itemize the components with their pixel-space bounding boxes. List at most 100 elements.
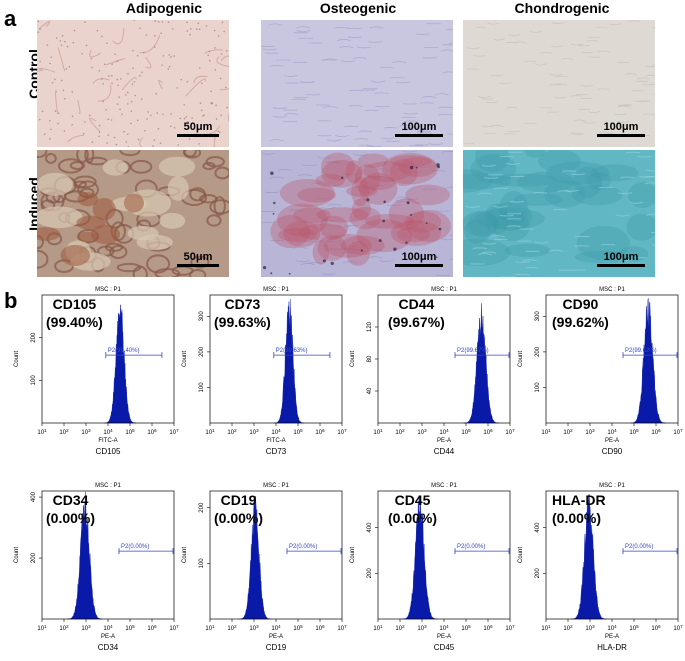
micrograph-chondro-induced: 100μm (463, 150, 655, 277)
histogram-plot: MSC : P1 200 400 Count 101 102 103 104 105 106 107… (350, 483, 515, 652)
histogram-cd19: MSC : P1 100 200 Count 101 102 103 104 105 106 107… (180, 483, 347, 658)
y-axis-label: Count (14, 547, 20, 563)
x-tick-label: 101 (205, 624, 215, 632)
x-tick-label: 105 (293, 428, 303, 436)
scale-bar-line (395, 264, 443, 267)
y-tick-label: 100 (31, 375, 37, 386)
x-tick-label: 102 (227, 624, 237, 632)
histogram-distribution (630, 298, 666, 424)
x-tick-label: 105 (125, 624, 135, 632)
x-tick-label: 105 (461, 624, 471, 632)
x-tick-label: 106 (483, 428, 493, 436)
x-tick-label: 107 (169, 624, 179, 632)
x-tick-label: 103 (417, 624, 427, 632)
channel-label: PE-A (101, 634, 115, 640)
x-tick-label: 105 (629, 624, 639, 632)
y-tick-label: 80 (367, 355, 373, 362)
histogram-hla-dr: MSC : P1 200 400 Count 101 102 103 104 105 106 107… (516, 483, 683, 658)
x-tick-label: 104 (271, 624, 281, 632)
channel-label: FITC-A (98, 438, 117, 444)
x-tick-label: 101 (541, 624, 551, 632)
y-tick-label: 200 (535, 346, 541, 357)
histogram-plot: MSC : P1 100 200 300 Count 101 102 103 104 105 106… (518, 287, 683, 456)
x-tick-label: 102 (227, 428, 237, 436)
scale-bar-label: 100μm (401, 121, 437, 133)
marker-name: CD19 (220, 492, 257, 508)
x-tick-label: 103 (249, 428, 259, 436)
scale-bar: 100μm (395, 251, 443, 267)
channel-label: PE-A (269, 634, 283, 640)
column-title-adipogenic: Adipogenic (125, 0, 203, 16)
micrograph-texture (37, 20, 229, 147)
histogram-plot: MSC : P1 100 200 Count 101 102 103 104 105 106 107… (182, 483, 347, 652)
marker-annotation: CD90 (99.62%) (552, 295, 609, 331)
y-tick-label: 400 (31, 491, 37, 502)
marker-annotation: CD73 (99.63%) (214, 295, 271, 331)
x-tick-label: 106 (315, 624, 325, 632)
gate-title: MSC : P1 (263, 287, 289, 293)
column-title-chondrogenic: Chondrogenic (514, 0, 610, 16)
y-tick-label: 200 (199, 346, 205, 357)
channel-label: PE-A (605, 634, 619, 640)
x-axis-marker-label: CD45 (434, 643, 455, 652)
histogram-distribution (571, 494, 607, 620)
micrograph-osteo-induced: 100μm (261, 150, 453, 277)
micrograph-chondro-control: 100μm (463, 20, 655, 147)
marker-annotation: CD105 (99.40%) (46, 295, 103, 331)
y-tick-label: 40 (367, 387, 373, 394)
x-tick-label: 101 (205, 428, 215, 436)
marker-percent: (99.62%) (552, 314, 609, 330)
marker-percent: (0.00%) (214, 510, 264, 526)
x-tick-label: 101 (541, 428, 551, 436)
x-tick-label: 104 (271, 428, 281, 436)
channel-label: PE-A (437, 438, 451, 444)
histogram-cd34: MSC : P1 200 400 Count 101 102 103 104 105 106 107… (12, 483, 179, 658)
gate-label: P2(0.00%) (121, 544, 149, 550)
x-tick-label: 102 (59, 624, 69, 632)
gate-title: MSC : P1 (599, 287, 625, 293)
marker-name: CD105 (52, 296, 97, 312)
channel-label: PE-A (605, 438, 619, 444)
scale-bar-label: 100μm (603, 121, 639, 133)
x-tick-label: 104 (439, 624, 449, 632)
y-axis-label: Count (518, 547, 524, 563)
x-tick-label: 102 (563, 428, 573, 436)
y-tick-label: 200 (535, 568, 541, 579)
gate-label: P2(0.00%) (625, 544, 653, 550)
x-tick-label: 107 (337, 624, 347, 632)
gate-label: P2(99.62%) (625, 348, 657, 354)
micrograph-adipo-induced: 50μm (37, 150, 229, 277)
x-axis-marker-label: CD105 (96, 447, 121, 456)
micrograph-texture (463, 150, 655, 277)
column-title-osteogenic: Osteogenic (319, 0, 397, 16)
y-tick-label: 100 (199, 558, 205, 569)
x-tick-label: 103 (81, 428, 91, 436)
gate-title: MSC : P1 (95, 483, 121, 489)
marker-percent: (0.00%) (388, 510, 438, 526)
x-tick-label: 102 (395, 624, 405, 632)
histogram-distribution (402, 495, 438, 620)
marker-name: CD73 (224, 296, 261, 312)
gate-label: P2(99.67%) (457, 348, 489, 354)
scale-bar-line (177, 134, 219, 137)
histogram-cd105: MSC : P1 100 200 Count 101 102 103 104 105 106 107… (12, 287, 179, 462)
x-tick-label: 105 (629, 428, 639, 436)
marker-annotation: HLA-DR (0.00%) (552, 491, 606, 527)
x-tick-label: 107 (505, 428, 515, 436)
scale-bar-label: 50μm (183, 251, 213, 263)
y-axis-label: Count (350, 351, 356, 367)
histogram-plot: MSC : P1 40 80 120 Count 101 102 103 104 105 106 10… (350, 287, 515, 456)
gate-title: MSC : P1 (431, 483, 457, 489)
marker-percent: (0.00%) (46, 510, 96, 526)
x-tick-label: 101 (37, 428, 47, 436)
x-tick-label: 106 (651, 624, 661, 632)
x-axis-marker-label: CD73 (266, 447, 287, 456)
y-tick-label: 100 (199, 382, 205, 393)
scale-bar: 50μm (177, 251, 219, 267)
x-tick-label: 102 (59, 428, 69, 436)
marker-name: CD34 (52, 492, 89, 508)
x-tick-label: 101 (373, 428, 383, 436)
x-tick-label: 107 (673, 428, 683, 436)
channel-label: FITC-A (266, 438, 285, 444)
x-tick-label: 106 (651, 428, 661, 436)
